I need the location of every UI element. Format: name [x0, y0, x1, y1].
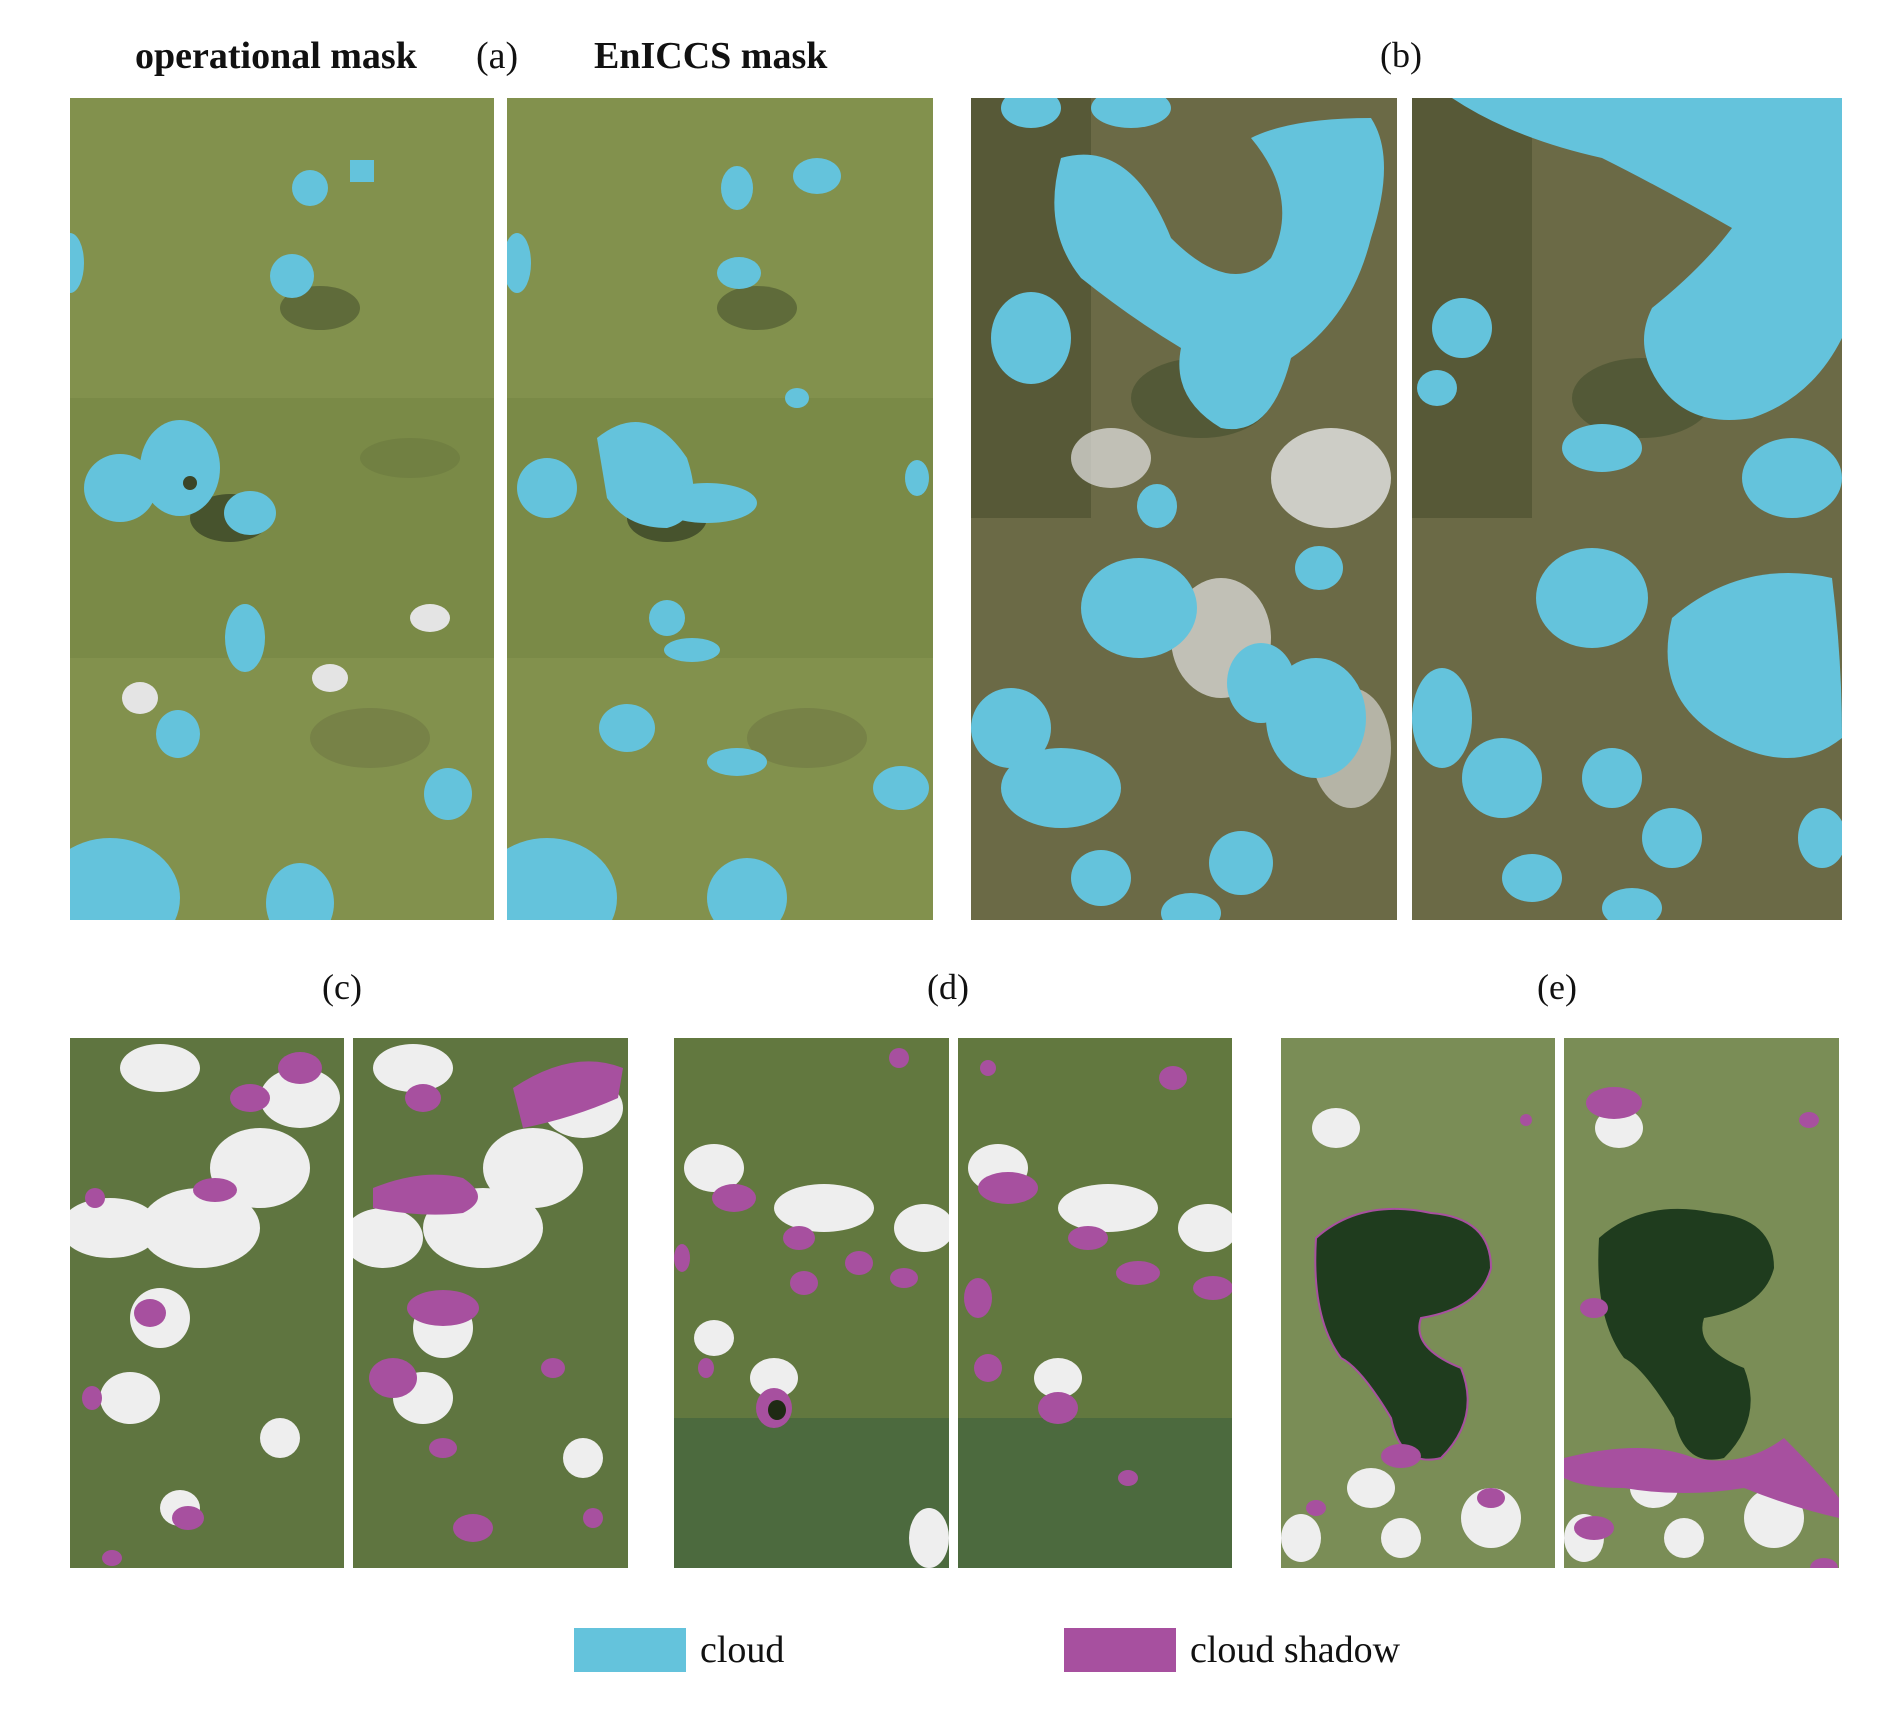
panel-label-d: (d)	[927, 967, 969, 1007]
legend-cloud-shadow-label: cloud shadow	[1190, 1629, 1401, 1671]
panel-d-operational-image	[674, 1038, 949, 1568]
panel-a-operational-image	[70, 98, 494, 920]
legend-cloud-label: cloud	[700, 1629, 785, 1671]
panel-label-a: (a)	[476, 35, 519, 77]
legend-cloud-swatch	[574, 1628, 686, 1672]
panel-c-eniccs-image	[353, 1038, 628, 1568]
operational-mask-title: operational mask	[135, 35, 417, 77]
panel-b-operational-image	[971, 98, 1397, 920]
panel-d-eniccs-image	[958, 1038, 1232, 1568]
panel-c-operational-image	[70, 1038, 344, 1568]
panel-e-eniccs-image	[1564, 1038, 1839, 1568]
panel-label-b: (b)	[1380, 35, 1422, 75]
legend-cloud-shadow-swatch	[1064, 1628, 1176, 1672]
eniccs-mask-title: EnICCS mask	[594, 35, 828, 77]
panel-a-eniccs-image	[507, 98, 933, 920]
panel-b-eniccs-image	[1412, 98, 1842, 920]
panel-label-e: (e)	[1537, 967, 1577, 1007]
panel-e-operational-image	[1281, 1038, 1555, 1568]
panel-label-c: (c)	[322, 967, 362, 1007]
